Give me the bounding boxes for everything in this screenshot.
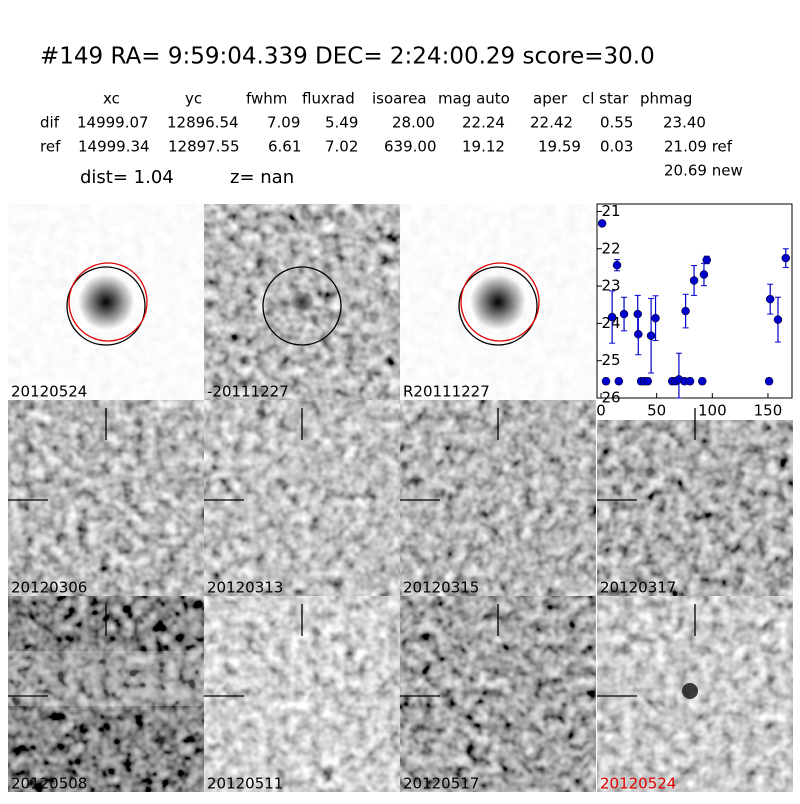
y-tick-label: 26 (601, 389, 620, 407)
panel-label: -20111227 (207, 383, 289, 401)
table-cell: 22.42 (530, 114, 573, 132)
panel-label: 20120517 (403, 775, 479, 793)
aperture (66, 266, 146, 346)
data-point (612, 260, 622, 270)
table-cell: 23.40 (663, 114, 706, 132)
data-point (685, 376, 695, 386)
table-cell: ref (40, 138, 61, 156)
column-header: mag auto (438, 90, 510, 108)
panel-label: 20120313 (207, 579, 283, 597)
column-header: cl star (582, 90, 629, 108)
data-point (781, 253, 791, 263)
panel-label: 20120524 (600, 775, 676, 793)
data-point (634, 329, 643, 339)
cutout-image (596, 419, 794, 597)
data-point (689, 276, 699, 285)
panel-label: 20120317 (600, 579, 676, 597)
dist: dist= 1.04 (80, 167, 174, 188)
panel-label: R20111227 (403, 383, 490, 401)
table-cell: 14999.34 (78, 138, 150, 156)
source (290, 290, 314, 314)
column-header: yc (185, 90, 202, 108)
table-cell: 14999.07 (77, 114, 149, 132)
table-cell: dif (40, 114, 60, 132)
y-tick-label: 23 (601, 277, 620, 295)
aperture-ref (68, 262, 148, 342)
column-header: phmag (640, 90, 692, 108)
source (470, 274, 526, 330)
table-cell: 5.49 (325, 114, 358, 132)
table-cell: 12896.54 (167, 114, 239, 132)
data-point (681, 306, 690, 316)
x-tick-label: 150 (754, 402, 783, 420)
column-header: aper (533, 90, 568, 108)
table-cell: 22.24 (462, 114, 505, 132)
data-point (764, 376, 774, 386)
y-tick-label: 25 (601, 351, 620, 369)
panel-label: 20120315 (403, 579, 479, 597)
aperture (262, 266, 342, 346)
data-point (765, 294, 775, 304)
data-point (643, 376, 653, 386)
x-tick-label: 100 (698, 402, 727, 420)
column-header: fwhm (246, 90, 287, 108)
table-cell: 6.61 (268, 138, 301, 156)
new-mag: 20.69 new (664, 162, 743, 180)
y-tick-label: 22 (601, 239, 620, 257)
column-header: fluxrad (302, 90, 355, 108)
data-point (619, 309, 629, 319)
data-point (773, 315, 783, 324)
aperture (458, 266, 538, 346)
data-point (651, 313, 660, 323)
table-cell: 28.00 (392, 114, 435, 132)
table-cell: 19.59 (538, 138, 581, 156)
aperture-ref (460, 262, 540, 342)
data-point (646, 331, 656, 340)
panel-label: 20120306 (11, 579, 87, 597)
column-header: xc (103, 90, 120, 108)
x-tick-label: 50 (647, 402, 666, 420)
y-tick-label: 21 (601, 202, 620, 220)
source (682, 683, 698, 699)
data-point (614, 376, 624, 386)
table-cell: 21.09 ref (664, 138, 733, 156)
data-point (607, 312, 617, 322)
table-cell: 639.00 (384, 138, 437, 156)
panel-label: 20120508 (11, 775, 87, 793)
data-point (597, 219, 607, 228)
table-cell: 19.12 (462, 138, 505, 156)
table-cell: 0.55 (600, 114, 633, 132)
data-point (699, 270, 709, 279)
panel-label: 20120524 (11, 383, 87, 401)
data-point (698, 376, 707, 386)
band (8, 651, 204, 706)
panel-label: 20120511 (207, 775, 283, 793)
x-tick-label: 0 (596, 402, 606, 420)
title: #149 RA= 9:59:04.339 DEC= 2:24:00.29 sco… (40, 44, 655, 70)
table-cell: 7.09 (267, 114, 300, 132)
source (78, 274, 134, 330)
data-point (601, 376, 611, 386)
table-cell: 12897.55 (168, 138, 240, 156)
table-cell: 7.02 (325, 138, 358, 156)
column-header: isoarea (372, 90, 427, 108)
table-cell: 0.03 (600, 138, 633, 156)
data-point (702, 255, 711, 265)
z: z= nan (230, 167, 294, 188)
plot-area (596, 203, 793, 399)
